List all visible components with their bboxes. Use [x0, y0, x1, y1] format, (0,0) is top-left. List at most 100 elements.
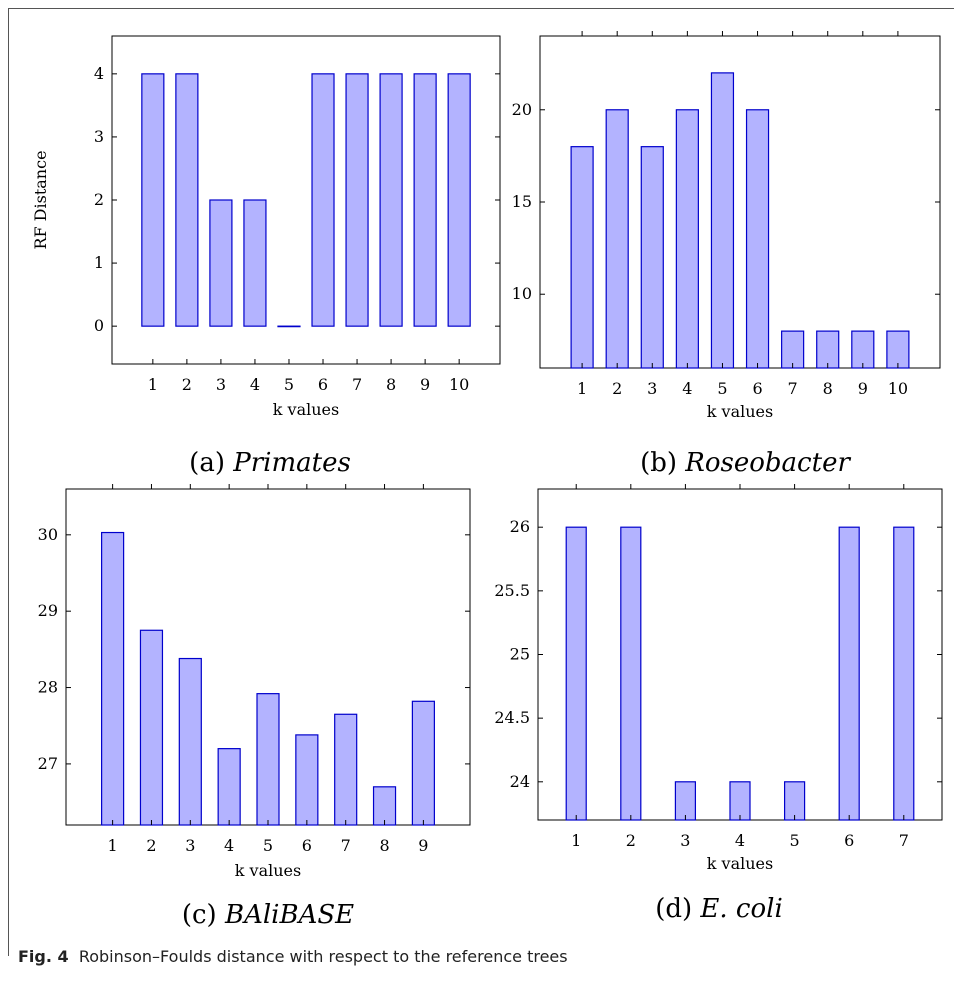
panel-balibase: 1 2 3 4 5 6 7 8 927282930k values	[38, 484, 470, 880]
bar	[817, 331, 839, 368]
bar	[566, 527, 586, 820]
bar	[312, 74, 334, 326]
y-tick-label: 24.5	[494, 708, 530, 727]
figure-caption-text: Robinson–Foulds distance with respect to…	[79, 947, 568, 966]
y-tick-label: 3	[94, 127, 104, 146]
x-tick-label: 7	[341, 836, 351, 855]
bar	[335, 714, 357, 825]
bar	[142, 74, 164, 326]
figure-caption: Fig. 4 Robinson–Foulds distance with res…	[18, 947, 568, 966]
bar	[210, 200, 232, 326]
x-tick-label: 3	[647, 379, 657, 398]
bar	[887, 331, 909, 368]
x-tick-label: 1	[148, 375, 158, 394]
x-tick-label: 9	[420, 375, 430, 394]
y-tick-label: 28	[38, 678, 58, 697]
subcaption-d: (d) E. coli	[655, 894, 783, 924]
bar	[412, 701, 434, 825]
subcaption-a: (a) Primates	[189, 448, 351, 478]
x-tick-label: 5	[717, 379, 727, 398]
bar	[374, 787, 396, 825]
y-tick-label: 4	[94, 64, 104, 83]
x-tick-label: 1	[108, 836, 118, 855]
bar	[894, 527, 914, 820]
y-tick-label: 10	[512, 284, 532, 303]
panel-primates: 1 2 3 4 5 6 7 8 9 10 0 1 2 3 4 k values RF Distance	[31, 36, 500, 419]
x-axis-label: k values	[707, 402, 773, 421]
y-tick-label: 24	[510, 772, 530, 791]
x-tick-label: 5	[263, 836, 273, 855]
bar	[785, 782, 805, 820]
y-tick-label: 30	[38, 525, 58, 544]
panel-ecoli: 1 2 3 4 5 6 7 24 24.5 25 25.5 26 k values	[494, 484, 942, 873]
x-tick-label: 4	[735, 831, 745, 850]
bar	[730, 782, 750, 820]
y-tick-label: 26	[510, 517, 530, 536]
bar	[296, 735, 318, 825]
bar	[176, 74, 198, 326]
x-tick-label: 6	[302, 836, 312, 855]
y-tick-label: 2	[94, 190, 104, 209]
plot-frame	[112, 36, 500, 364]
x-tick-label: 10	[888, 379, 908, 398]
plot-frame	[538, 489, 942, 820]
x-tick-label: 2	[146, 836, 156, 855]
y-tick-label: 15	[512, 192, 532, 211]
bar	[380, 74, 402, 326]
x-tick-label: 3	[216, 375, 226, 394]
x-tick-label: 2	[182, 375, 192, 394]
bar	[278, 326, 300, 327]
x-tick-label: 7	[788, 379, 798, 398]
x-tick-label: 1	[577, 379, 587, 398]
x-tick-label: 1	[571, 831, 581, 850]
x-tick-label: 5	[284, 375, 294, 394]
figure-caption-label: Fig. 4	[18, 947, 69, 966]
x-tick-label: 3	[185, 836, 195, 855]
x-tick-label: 4	[682, 379, 692, 398]
x-tick-label: 2	[626, 831, 636, 850]
x-tick-label: 2	[612, 379, 622, 398]
y-tick-label: 0	[94, 316, 104, 335]
bar	[711, 73, 733, 368]
bar	[244, 200, 266, 326]
subcaption-b: (b) Roseobacter	[640, 448, 851, 478]
y-tick-label: 29	[38, 601, 58, 620]
x-tick-label: 3	[680, 831, 690, 850]
bar	[179, 659, 201, 825]
y-tick-label: 25.5	[494, 581, 530, 600]
bar	[641, 147, 663, 368]
subcaption-c: (c) BAliBASE	[182, 900, 354, 930]
x-tick-label: 8	[386, 375, 396, 394]
x-axis-label: k values	[707, 854, 773, 873]
x-tick-label: 4	[250, 375, 260, 394]
x-tick-label: 6	[844, 831, 854, 850]
bar	[675, 782, 695, 820]
bar	[676, 110, 698, 368]
bar	[852, 331, 874, 368]
x-tick-label: 7	[899, 831, 909, 850]
y-tick-label: 25	[510, 645, 530, 664]
x-tick-label: 10	[449, 375, 469, 394]
x-tick-label: 9	[858, 379, 868, 398]
bar	[747, 110, 769, 368]
bar	[102, 533, 124, 825]
bar	[346, 74, 368, 326]
x-axis-label: k values	[235, 861, 301, 880]
bar	[606, 110, 628, 368]
plot-frame	[540, 36, 940, 368]
x-axis-label: k values	[273, 400, 339, 419]
bar	[218, 749, 240, 825]
bar	[414, 74, 436, 326]
panel-roseobacter: 1 2 3 4 5 6 7 8 9 10101520k values	[512, 31, 940, 421]
y-tick-label: 1	[94, 253, 104, 272]
x-tick-label: 7	[352, 375, 362, 394]
bar	[448, 74, 470, 326]
x-tick-label: 8	[379, 836, 389, 855]
bar	[257, 694, 279, 825]
bar	[621, 527, 641, 820]
bar	[782, 331, 804, 368]
bar	[839, 527, 859, 820]
x-tick-label: 8	[823, 379, 833, 398]
y-axis-label: RF Distance	[31, 150, 50, 249]
